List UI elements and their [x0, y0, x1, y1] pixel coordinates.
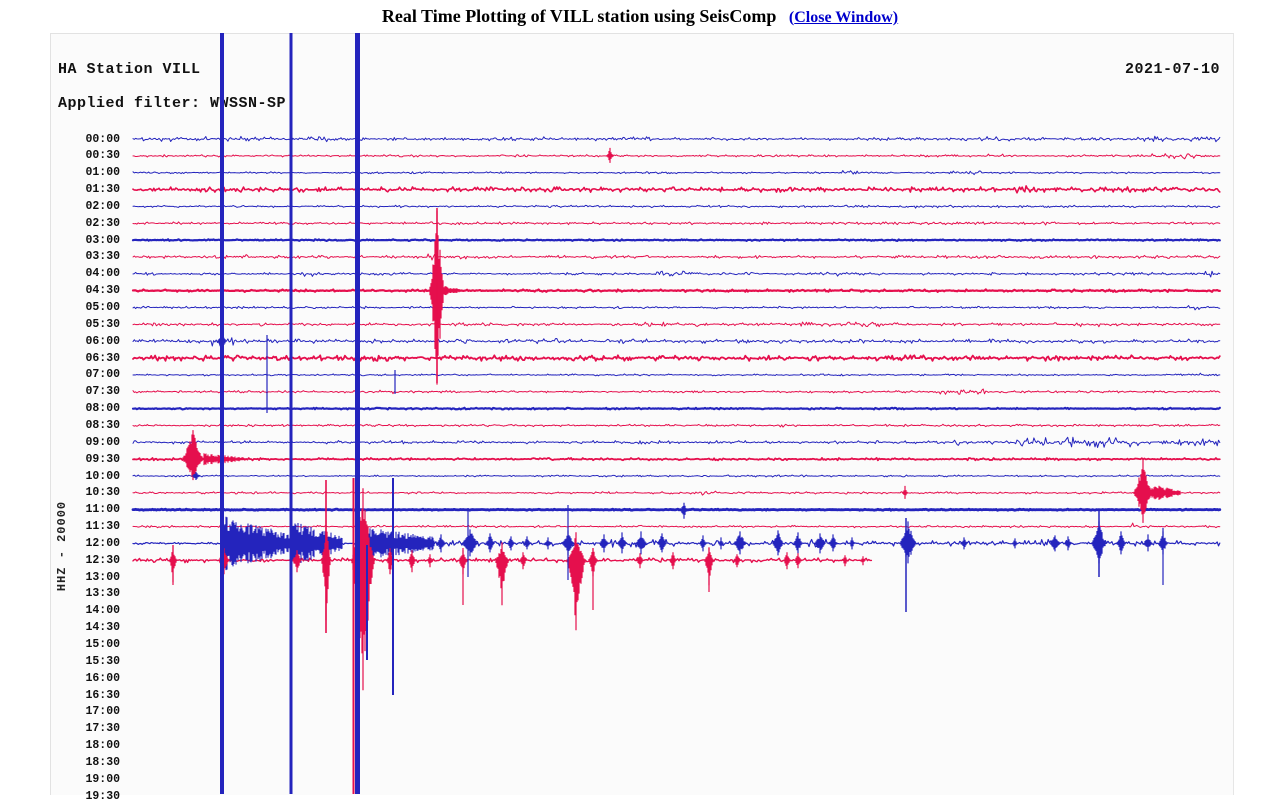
- time-label: 11:00: [85, 503, 120, 517]
- time-label: 07:30: [85, 385, 120, 399]
- time-label: 19:00: [85, 772, 120, 786]
- time-label: 15:00: [85, 638, 120, 651]
- time-label: 00:30: [85, 149, 120, 163]
- time-label: 13:00: [85, 570, 120, 584]
- time-label: 15:30: [85, 654, 120, 668]
- time-label: 08:00: [85, 402, 120, 416]
- time-label: 17:00: [85, 705, 120, 719]
- filter-label: Applied filter: WWSSN-SP: [58, 95, 287, 112]
- time-label: 13:30: [85, 587, 120, 601]
- time-label: 04:00: [85, 267, 120, 281]
- time-label: 05:00: [85, 301, 120, 314]
- time-label: 16:30: [85, 688, 120, 702]
- time-label: 09:30: [85, 452, 120, 466]
- time-label: 02:30: [85, 216, 120, 230]
- time-label: 11:30: [85, 520, 120, 534]
- time-label: 05:30: [85, 317, 120, 331]
- time-label: 03:30: [85, 250, 120, 264]
- time-label: 07:00: [85, 368, 120, 382]
- time-label: 06:30: [85, 351, 120, 365]
- time-label: 18:30: [85, 755, 120, 769]
- page-header: Real Time Plotting of VILL station using…: [0, 6, 1280, 27]
- station-label: HA Station VILL: [58, 61, 201, 78]
- time-label: 16:00: [85, 671, 120, 685]
- time-label: 01:00: [85, 166, 120, 180]
- page-title: Real Time Plotting of VILL station using…: [381, 6, 777, 26]
- time-label: 14:30: [85, 621, 120, 635]
- date-label: 2021-07-10: [1124, 61, 1220, 78]
- time-label: 12:00: [85, 536, 120, 550]
- time-label: 04:30: [85, 284, 120, 298]
- time-label: 10:30: [85, 486, 120, 500]
- time-label: 06:00: [85, 334, 120, 348]
- close-window-wrap: (Close Window): [781, 9, 898, 26]
- time-label: 14:00: [85, 604, 120, 618]
- close-window-link[interactable]: Close Window): [794, 9, 899, 26]
- time-label: 10:00: [85, 469, 120, 483]
- time-label: 08:30: [85, 418, 120, 432]
- time-label: 17:30: [85, 722, 120, 736]
- time-label: 12:30: [85, 553, 120, 567]
- time-label: 09:00: [85, 435, 120, 449]
- time-label: 18:00: [85, 739, 120, 753]
- time-label: 00:00: [85, 132, 120, 146]
- plot-frame: [50, 33, 1234, 795]
- close-window-paren: (: [788, 9, 795, 26]
- time-label: 01:30: [85, 183, 120, 197]
- time-label: 03:00: [85, 233, 120, 247]
- time-label: 02:00: [85, 199, 120, 213]
